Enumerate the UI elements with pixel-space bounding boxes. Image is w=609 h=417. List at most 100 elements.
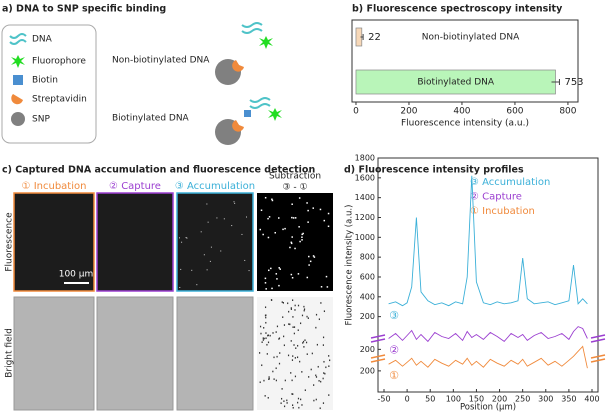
speck [207,221,209,223]
speck [259,228,262,231]
speck [274,231,276,234]
speck [328,365,330,368]
speck [302,232,304,235]
speck [268,377,270,380]
y-tick-label: 1000 [355,233,375,242]
speck [293,332,295,335]
speck [265,288,267,290]
dna-icon [9,33,27,45]
speck [320,302,322,304]
speck [326,286,329,288]
speck [276,325,279,328]
speck [281,301,283,303]
speck [271,287,273,290]
speck [280,397,283,400]
speck [288,323,290,325]
speck [203,254,205,256]
speck [264,277,267,280]
speck [284,227,286,230]
speck [264,306,267,309]
x-tick-label: 250 [515,395,530,404]
speck [267,341,270,344]
speck [316,343,318,346]
speck [264,282,267,284]
subtraction-bf-image [257,297,333,410]
speck [271,198,273,201]
speck [272,332,274,334]
speck [264,314,267,317]
speck [179,286,181,288]
speck [262,337,264,339]
brightfield-image [176,296,254,411]
speck [311,352,313,355]
speck [292,393,294,395]
y-tick-label: 1800 [355,154,375,163]
speck [267,236,270,239]
speck [299,360,301,363]
streptavidin-icon [232,60,244,72]
speck [313,384,315,386]
biotin-icon [244,110,251,117]
speck [306,315,308,318]
speck [287,354,290,357]
speck [312,207,314,209]
speck [181,241,183,243]
speck [325,366,327,369]
speck [319,208,322,211]
speck [294,309,296,311]
speck [191,269,193,271]
speck [262,339,264,341]
speck [231,225,233,227]
speck [287,302,289,305]
speck [216,217,218,219]
speck [265,321,267,324]
speck [278,362,281,365]
speck [264,196,267,199]
row-label: Bright field [5,328,15,378]
speck [268,376,270,378]
series-line [388,326,588,343]
speck [297,304,300,307]
speck [298,197,301,199]
speck [180,268,182,270]
speck [305,341,308,344]
speck [209,260,211,262]
speck [303,309,305,312]
speck [303,305,305,308]
speck [315,326,317,329]
trace-marker: ③ [389,309,399,322]
speck [290,372,292,374]
speck [291,276,294,279]
x-tick-label: 150 [469,395,484,404]
speck [310,368,312,371]
speck [306,353,308,355]
speck [282,301,285,304]
trace-marker: ① [389,369,399,382]
label: Non-biotinylated DNA [112,56,210,66]
legend-label: ① Incubation [470,206,535,217]
speck [290,308,292,310]
speck [292,299,294,302]
y-tick-label: 800 [360,253,375,262]
speck [262,233,264,236]
speck [278,217,280,219]
speck [303,308,306,311]
speck [307,209,309,212]
speck [206,203,208,205]
speck [179,237,181,239]
speck [291,203,293,205]
speck [281,388,283,390]
x-tick-label: 50 [425,395,435,404]
snp-icon [11,112,25,126]
speck [284,379,286,382]
speck [264,395,266,397]
y-tick-label: 1200 [355,213,375,222]
speck [299,322,302,325]
y-tick-label: 400 [360,292,375,301]
dna-icon [241,22,263,34]
speck [295,347,297,349]
speck [283,324,286,326]
x-axis-label: Position (μm) [460,403,516,413]
speck [266,343,268,346]
